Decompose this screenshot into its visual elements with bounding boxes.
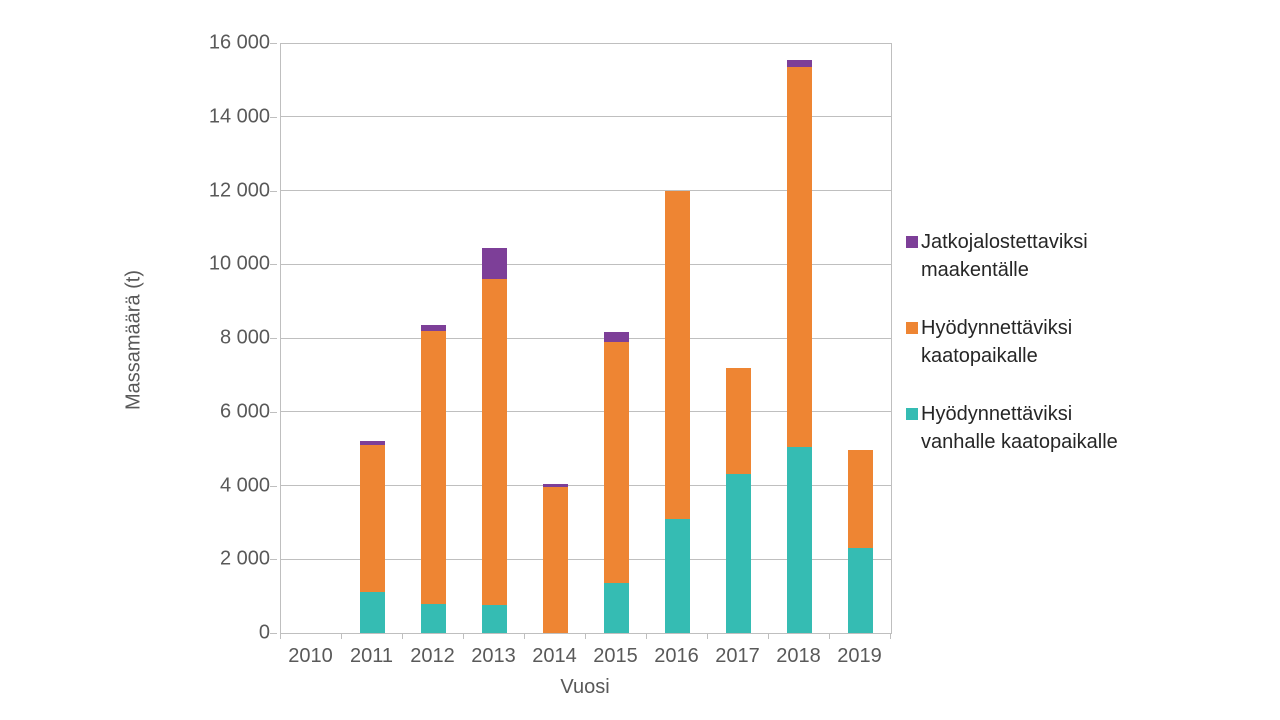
- x-tick-mark: [646, 634, 647, 639]
- bar-segment-2014: [543, 487, 568, 633]
- bar-segment-2018: [787, 446, 812, 633]
- x-tick-mark: [402, 634, 403, 639]
- gridline-2000: [281, 558, 891, 560]
- x-tick-label-2010: 2010: [288, 645, 333, 667]
- bar-segment-2016: [665, 518, 690, 633]
- y-tick-label: 10 000: [208, 252, 270, 275]
- x-tick-label-2011: 2011: [349, 645, 394, 667]
- y-tick-label: 16 000: [208, 31, 270, 54]
- legend-item: Hyödynnettäviksi kaatopaikalle: [906, 314, 1118, 370]
- legend-label: Jatkojalostettaviksi maakentälle: [921, 231, 1088, 281]
- x-tick-label-2015: 2015: [593, 645, 638, 667]
- bar-segment-2011: [360, 592, 385, 633]
- x-axis-line: [280, 633, 892, 634]
- x-tick-mark: [463, 634, 464, 639]
- y-tick-label: 14 000: [208, 105, 270, 128]
- bar-segment-2019: [848, 450, 873, 549]
- legend: Jatkojalostettaviksi maakentälle Hyödynnet…: [906, 228, 1118, 456]
- plot-area: [280, 43, 892, 634]
- bar-segment-2012: [421, 603, 446, 633]
- gridline-10000: [281, 263, 891, 265]
- bar-segment-2017: [726, 474, 751, 633]
- legend-swatch-icon: [906, 322, 918, 334]
- y-tick-label: 2 000: [219, 547, 270, 570]
- bar-segment-2019: [848, 548, 873, 633]
- bar-segment-2018: [787, 59, 812, 67]
- bar-segment-2013: [482, 247, 507, 279]
- bar-segment-2012: [421, 325, 446, 331]
- bar-segment-2018: [787, 66, 812, 447]
- x-tick-mark: [707, 634, 708, 639]
- y-tick-label: 4 000: [219, 474, 270, 496]
- x-tick-label-2013: 2013: [471, 645, 516, 667]
- legend-item: Jatkojalostettaviksi maakentälle: [906, 228, 1118, 284]
- legend-label: Hyödynnettäviksi vanhalle kaatopaikalle: [921, 403, 1118, 453]
- bar-segment-2015: [604, 583, 629, 633]
- x-tick-label-2018: 2018: [776, 645, 821, 667]
- y-tick-mark: [270, 43, 277, 44]
- gridline-14000: [281, 116, 891, 118]
- bar-segment-2013: [482, 605, 507, 633]
- bar-segment-2015: [604, 341, 629, 584]
- legend-swatch-icon: [906, 408, 918, 420]
- x-tick-mark: [829, 634, 830, 639]
- x-tick-label-2014: 2014: [532, 645, 577, 667]
- legend-swatch-icon: [906, 236, 918, 248]
- x-tick-mark: [585, 634, 586, 639]
- legend-label: Hyödynnettäviksi kaatopaikalle: [921, 317, 1073, 367]
- bar-segment-2013: [482, 279, 507, 606]
- bar-segment-2011: [360, 444, 385, 593]
- x-tick-label-2019: 2019: [837, 645, 882, 667]
- x-tick-mark: [341, 634, 342, 639]
- gridline-8000: [281, 337, 891, 339]
- x-tick-label-2012: 2012: [410, 645, 455, 667]
- bar-segment-2011: [360, 441, 385, 445]
- y-tick-label: 6 000: [219, 400, 270, 423]
- y-tick-label: 0: [258, 621, 270, 644]
- y-tick-mark: [270, 338, 277, 339]
- bar-segment-2014: [543, 483, 568, 488]
- gridline-4000: [281, 485, 891, 486]
- y-tick-label: 8 000: [219, 326, 270, 349]
- x-tick-mark: [524, 634, 525, 639]
- y-axis-title: Massamäärä (t): [122, 269, 145, 411]
- y-tick-mark: [270, 116, 277, 118]
- gridline-12000: [281, 190, 891, 191]
- x-tick-label-2016: 2016: [654, 645, 699, 667]
- y-tick-mark: [270, 190, 277, 192]
- x-axis-title: Vuosi: [560, 676, 610, 698]
- x-tick-mark: [890, 634, 891, 639]
- bar-segment-2016: [665, 190, 690, 519]
- y-tick-mark: [270, 485, 277, 487]
- y-tick-mark: [270, 633, 277, 634]
- x-tick-mark: [768, 634, 769, 639]
- gridline-16000: [281, 43, 891, 44]
- y-tick-mark: [270, 411, 277, 413]
- bar-segment-2017: [726, 367, 751, 475]
- legend-item: Hyödynnettäviksi vanhalle kaatopaikalle: [906, 400, 1118, 456]
- x-tick-mark: [280, 634, 281, 639]
- x-tick-label-2017: 2017: [715, 645, 760, 667]
- bar-segment-2015: [604, 332, 629, 342]
- bar-segment-2012: [421, 330, 446, 604]
- y-tick-mark: [270, 559, 277, 561]
- y-tick-mark: [270, 264, 277, 266]
- y-tick-label: 12 000: [208, 179, 270, 201]
- gridline-6000: [281, 411, 891, 413]
